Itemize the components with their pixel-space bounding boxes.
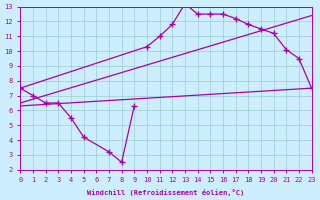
X-axis label: Windchill (Refroidissement éolien,°C): Windchill (Refroidissement éolien,°C) <box>87 189 244 196</box>
